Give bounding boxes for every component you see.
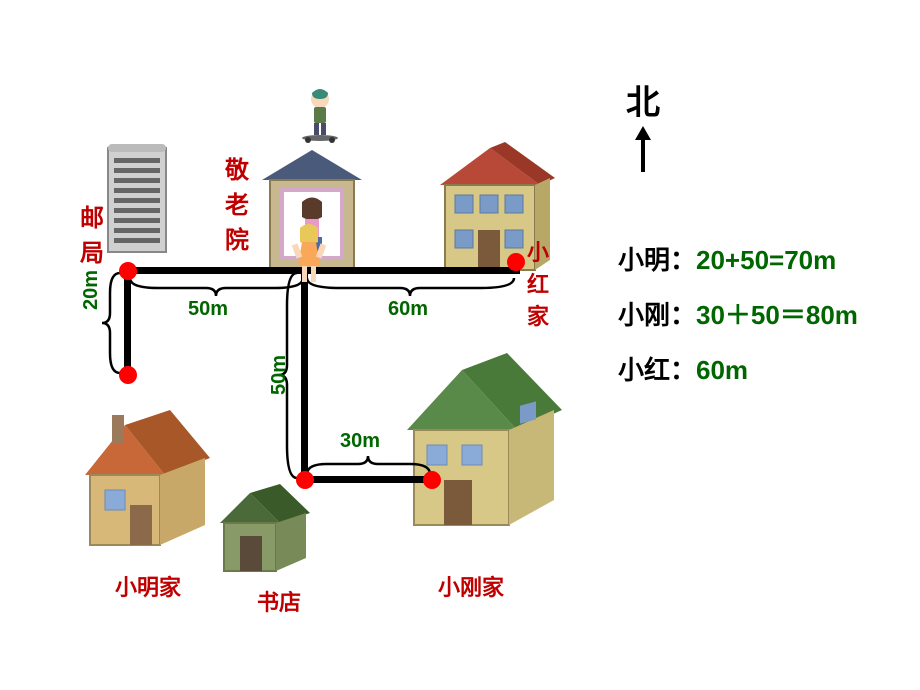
label-post-office: 邮 局 bbox=[80, 198, 104, 268]
label-xiaogang: 小刚家 bbox=[438, 570, 504, 602]
north-indicator: 北 bbox=[618, 75, 668, 174]
calc-xiaogang: 小刚：30＋50＝80m bbox=[618, 295, 858, 332]
building-post-office bbox=[98, 140, 176, 260]
dist-20m: 20m bbox=[80, 270, 103, 310]
girl-walking-icon bbox=[282, 222, 336, 290]
calc-xiaoming: 小明：20+50=70m bbox=[618, 240, 836, 277]
dist-50m-v: 50m bbox=[268, 355, 291, 395]
calc-xiaoming-name: 小明： bbox=[618, 245, 696, 275]
node-xiaoming bbox=[119, 366, 137, 384]
brace-20m bbox=[100, 271, 128, 375]
calc-xiaogang-expr: 30＋50＝80m bbox=[696, 300, 858, 330]
calc-xiaohong-name: 小红： bbox=[618, 355, 696, 385]
calc-xiaohong-expr: 60m bbox=[696, 355, 748, 385]
label-bookstore: 书店 bbox=[257, 585, 301, 617]
brace-30m bbox=[305, 454, 432, 478]
dist-30m: 30m bbox=[340, 430, 380, 453]
building-xiaoming bbox=[70, 400, 220, 560]
building-xiaogang bbox=[392, 345, 572, 545]
node-bookstore bbox=[296, 471, 314, 489]
label-xiaoming: 小明家 bbox=[115, 570, 181, 602]
calc-xiaohong: 小红：60m bbox=[618, 350, 748, 387]
node-xiaogang bbox=[423, 471, 441, 489]
calc-xiaogang-name: 小刚： bbox=[618, 300, 696, 330]
north-arrow-icon bbox=[628, 124, 658, 174]
label-nursing-home: 敬 老 院 bbox=[225, 150, 249, 255]
node-post-office bbox=[119, 262, 137, 280]
node-xiaohong bbox=[507, 253, 525, 271]
north-label: 北 bbox=[618, 75, 668, 124]
label-xiaohong: 小 红 家 bbox=[527, 235, 549, 331]
dist-60m: 60m bbox=[388, 298, 428, 321]
calc-xiaoming-expr: 20+50=70m bbox=[696, 245, 836, 275]
dist-50m-h: 50m bbox=[188, 298, 228, 321]
brace-60m bbox=[305, 276, 516, 300]
building-bookstore bbox=[210, 478, 320, 578]
boy-skateboard-icon bbox=[290, 85, 350, 145]
